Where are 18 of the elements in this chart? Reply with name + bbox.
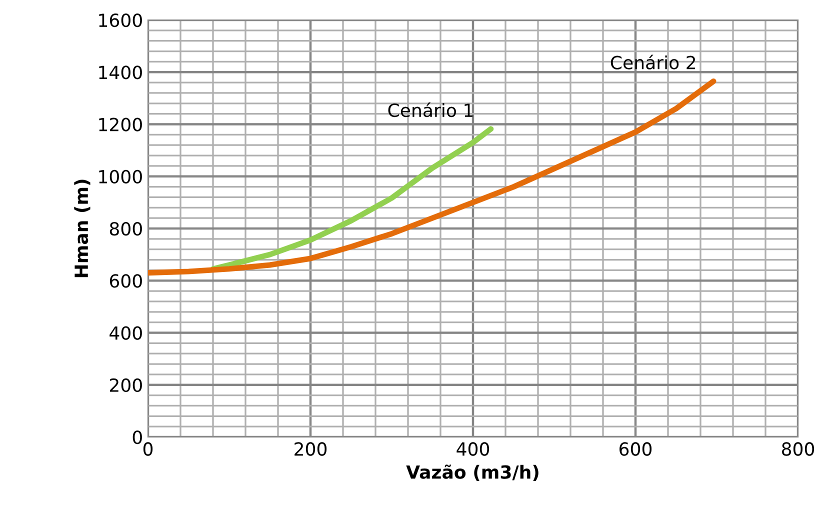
x-tick-label: 800: [782, 442, 814, 456]
x-tick-label: 200: [294, 442, 327, 456]
y-tick-label: 400: [110, 326, 142, 340]
y-tick-label: 1400: [99, 66, 142, 80]
y-tick-label: 800: [110, 222, 142, 236]
x-tick-label: 600: [620, 442, 652, 456]
x-axis-title: Vazão (m3/h): [406, 464, 538, 481]
y-tick-label: 1200: [99, 118, 142, 132]
series-label: Cenário 2: [610, 54, 696, 70]
y-tick-label: 600: [110, 274, 142, 288]
y-tick-label: 200: [110, 378, 142, 392]
y-axis-title: Hman (m): [74, 180, 90, 278]
series-label: Cenário 1: [388, 102, 473, 118]
y-tick-label: 0: [132, 430, 142, 444]
y-tick-label: 1600: [99, 13, 142, 28]
x-tick-label: 400: [456, 442, 490, 456]
y-tick-label: 1000: [99, 170, 142, 184]
x-tick-label: 0: [143, 442, 153, 456]
